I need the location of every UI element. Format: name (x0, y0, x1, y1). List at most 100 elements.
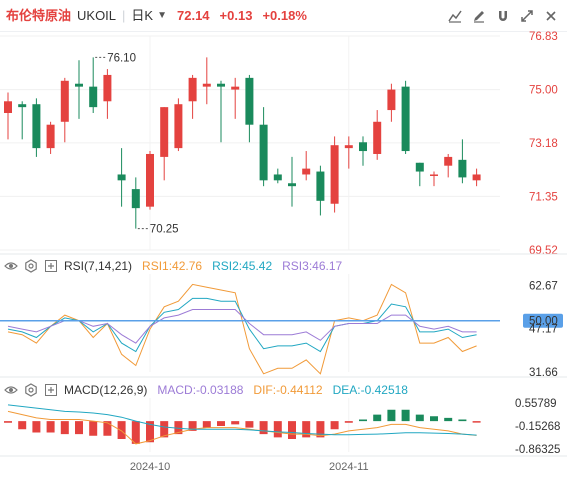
dea-value: DEA:-0.42518 (332, 383, 408, 397)
candle-body (415, 162, 424, 172)
expand-panel-icon[interactable] (44, 383, 58, 397)
rsi-label: RSI(7,14,21) (64, 259, 133, 273)
macd-bar (4, 421, 12, 423)
candle-body (472, 174, 481, 181)
settings-gear-icon[interactable] (24, 259, 38, 273)
rsi-ref-badge (523, 313, 563, 328)
candle-body (18, 104, 27, 108)
macd-bar (89, 421, 98, 436)
macd-axis-tick: -0.15268 (515, 421, 560, 433)
macd-bar (344, 421, 353, 423)
rsi-legend: RSI(7,14,21) RSI1:42.76 RSI2:45.42 RSI3:… (4, 257, 342, 275)
symbol-name[interactable]: 布伦特原油 (6, 7, 72, 23)
chart-settings-icon[interactable] (445, 6, 465, 26)
macd-bar (32, 421, 41, 433)
macd-bar (373, 414, 382, 422)
candle-body (344, 145, 353, 149)
chart-header: 布伦特原油 UKOIL | 日K ▼ 72.14 +0.13 +0.18% (0, 0, 567, 32)
rsi-axis-tick: 62.67 (529, 280, 558, 292)
macd-axis-tick: 0.55789 (515, 398, 557, 410)
candle-body (89, 86, 98, 108)
price-change-percent: +0.18% (262, 7, 307, 23)
close-icon[interactable] (541, 6, 561, 26)
macd-bar (316, 421, 325, 438)
x-axis-tick: 2024-11 (329, 461, 369, 473)
macd-bar (75, 421, 83, 435)
macd-dea-line (7, 404, 477, 436)
chevron-down-icon[interactable]: ▼ (157, 9, 167, 21)
pen-draw-icon[interactable] (469, 6, 489, 26)
candle-body (188, 77, 197, 102)
candle-body (60, 80, 69, 122)
chart-toolbar (445, 6, 561, 26)
candle-body (387, 89, 396, 111)
symbol-code[interactable]: UKOIL (77, 7, 117, 23)
rsi-axis-tick: 31.66 (529, 367, 558, 379)
candle-body (202, 83, 211, 87)
macd-bar (103, 421, 112, 436)
macd-legend: MACD(12,26,9) MACD:-0.03188 DIF:-0.44112… (4, 381, 408, 399)
candle-body (160, 107, 169, 157)
magnet-icon[interactable] (493, 6, 513, 26)
macd-bar (18, 421, 27, 430)
candle-body (46, 124, 55, 149)
macd-bar (117, 421, 126, 439)
price-axis-tick: 69.52 (529, 245, 558, 257)
candle-body (430, 174, 438, 176)
macd-bar (458, 419, 467, 422)
macd-bar (160, 421, 169, 438)
expand-icon[interactable] (517, 6, 537, 26)
candle-body (103, 74, 112, 102)
price-axis-tick: 73.18 (529, 138, 558, 150)
macd-axis-tick: -0.86325 (515, 444, 560, 456)
price-change: +0.13 (219, 7, 253, 23)
candle-body (245, 77, 254, 125)
candle-body (174, 104, 183, 149)
rsi-series-rsi2 (7, 297, 477, 353)
macd-bar (401, 409, 410, 422)
candle-body (231, 86, 240, 90)
settings-gear-icon[interactable] (24, 383, 38, 397)
candle-body (131, 189, 140, 209)
rsi-axis-tick: 47.17 (529, 324, 558, 336)
x-axis-tick: 2024-10 (130, 461, 170, 473)
price-axis-tick: 71.35 (529, 191, 558, 203)
macd-bar (387, 409, 396, 422)
macd-bar (273, 421, 282, 438)
candle-body (273, 174, 282, 181)
candle-body (259, 124, 268, 181)
eye-icon[interactable] (4, 383, 18, 397)
rsi-axis-tick: 50.00 (529, 316, 558, 328)
rsi2-value: RSI2:45.42 (212, 259, 273, 273)
rsi1-value: RSI1:42.76 (142, 259, 203, 273)
candle-body (288, 183, 296, 187)
candle-body (217, 83, 225, 87)
low-annotation: 70.25 (150, 224, 179, 236)
candle-body (316, 171, 325, 201)
macd-dif-line (7, 410, 477, 445)
expand-panel-icon[interactable] (44, 259, 58, 273)
period-selector[interactable]: 日K (131, 7, 154, 23)
candle-body (75, 83, 83, 87)
price-axis-tick: 76.83 (529, 31, 558, 43)
macd-bar (217, 421, 225, 426)
macd-bar (131, 421, 140, 444)
candle-body (4, 101, 12, 113)
rsi-series-rsi3 (7, 309, 477, 344)
candle-body (373, 121, 382, 154)
candle-body (146, 153, 154, 207)
macd-bar (245, 421, 254, 428)
macd-bar (472, 421, 481, 423)
rsi3-value: RSI3:46.17 (282, 259, 343, 273)
candle-body (330, 145, 339, 204)
macd-bar (174, 421, 183, 435)
macd-bar (430, 416, 438, 422)
macd-bar (330, 421, 339, 430)
macd-value: MACD:-0.03188 (157, 383, 244, 397)
eye-icon[interactable] (4, 259, 18, 273)
price-axis-tick: 75.00 (529, 85, 558, 97)
candle-body (117, 174, 126, 181)
candle-body (458, 159, 467, 178)
macd-bar (188, 421, 197, 431)
